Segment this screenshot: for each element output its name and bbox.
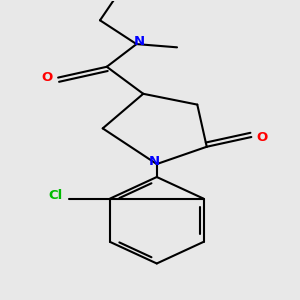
Text: N: N: [148, 155, 160, 168]
Text: O: O: [256, 130, 268, 143]
Text: O: O: [42, 71, 53, 84]
Text: N: N: [134, 35, 145, 48]
Text: Cl: Cl: [48, 189, 63, 203]
